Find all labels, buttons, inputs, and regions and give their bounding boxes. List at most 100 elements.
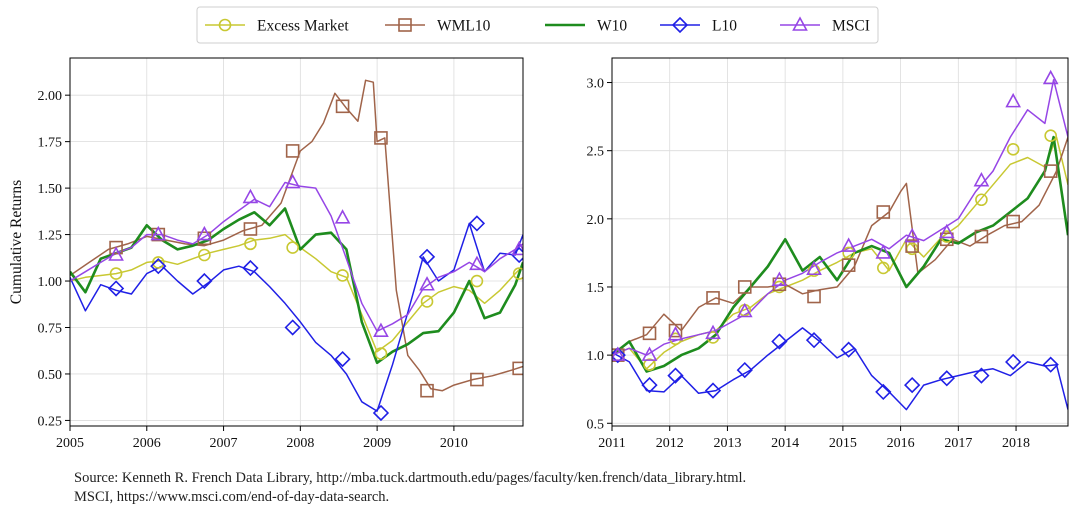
data-point-l10 bbox=[107, 280, 125, 297]
data-point-wml10 bbox=[374, 131, 388, 145]
data-point-msci bbox=[284, 173, 301, 189]
data-point-l10 bbox=[196, 272, 213, 290]
data-point-excess-market bbox=[420, 295, 434, 308]
data-point-msci bbox=[736, 302, 753, 318]
data-point-excess-market bbox=[1044, 129, 1057, 142]
data-point-l10 bbox=[973, 367, 990, 384]
chart-canvas: Excess Market WML10 W10 L10 MSCI 2005 2006 200… bbox=[8, 6, 1069, 451]
data-point-l10 bbox=[468, 215, 486, 232]
source-note-line-1: Source: Kenneth R. French Data Library, … bbox=[74, 470, 747, 486]
series-line-excess-market bbox=[612, 136, 1068, 370]
data-point-msci bbox=[973, 171, 990, 187]
data-point-excess-market bbox=[876, 261, 890, 275]
data-point-excess-market bbox=[1006, 143, 1020, 156]
data-point-wml10 bbox=[807, 289, 821, 304]
legend-label-wml10: WML10 bbox=[437, 18, 491, 35]
data-point-l10 bbox=[667, 367, 684, 384]
data-point-msci bbox=[419, 276, 435, 291]
series-line-msci bbox=[70, 181, 523, 332]
data-point-wml10 bbox=[668, 323, 683, 338]
data-point-msci bbox=[612, 346, 626, 361]
data-point-l10 bbox=[840, 341, 857, 358]
legend-frame bbox=[196, 6, 879, 44]
data-point-msci bbox=[196, 225, 213, 241]
legend-marker-l10 bbox=[671, 16, 689, 34]
data-point-msci bbox=[334, 209, 351, 224]
data-point-wml10 bbox=[706, 291, 720, 305]
plot-area bbox=[612, 69, 1068, 411]
x-tick-label: 2011 bbox=[598, 436, 625, 451]
series-line-wml10 bbox=[612, 136, 1068, 356]
legend-label-w10: W10 bbox=[597, 18, 627, 35]
legend-label-l10: L10 bbox=[712, 18, 737, 35]
data-point-l10 bbox=[736, 361, 753, 379]
data-point-excess-market bbox=[151, 256, 165, 269]
data-point-msci bbox=[1005, 92, 1022, 108]
data-point-excess-market bbox=[336, 269, 349, 282]
y-tick-label: 1.25 bbox=[38, 229, 63, 244]
x-tick-label: 2009 bbox=[363, 436, 391, 451]
data-point-wml10 bbox=[876, 205, 891, 219]
data-point-msci bbox=[667, 326, 684, 341]
data-point-wml10 bbox=[841, 258, 856, 272]
data-point-msci bbox=[641, 346, 658, 361]
data-point-excess-market bbox=[244, 237, 257, 251]
axes-frame bbox=[611, 57, 1069, 427]
data-point-l10 bbox=[771, 333, 788, 350]
data-point-excess-market bbox=[470, 274, 484, 288]
legend-label-excess-market: Excess Market bbox=[257, 18, 349, 35]
x-tick-label: 2010 bbox=[440, 436, 468, 451]
data-point-msci bbox=[771, 271, 788, 286]
legend-label-msci: MSCI bbox=[832, 18, 870, 35]
data-point-msci bbox=[705, 324, 721, 340]
data-point-msci bbox=[108, 246, 124, 261]
series-line-w10 bbox=[612, 135, 1068, 373]
data-point-excess-market bbox=[374, 347, 388, 360]
data-point-excess-market bbox=[109, 267, 123, 280]
series-line-w10 bbox=[70, 207, 523, 365]
data-point-wml10 bbox=[905, 239, 919, 253]
y-tick-label: 2.0 bbox=[587, 213, 605, 228]
x-tick-label: 2005 bbox=[56, 436, 84, 451]
left-panel: 2005 2006 2007 2008 2009 2010 0.25 0.50 0.75 1.00… bbox=[8, 57, 524, 451]
series-line-wml10 bbox=[70, 79, 523, 392]
data-point-wml10 bbox=[335, 99, 350, 114]
data-point-l10 bbox=[284, 319, 301, 336]
data-point-excess-market bbox=[512, 267, 523, 280]
data-point-l10 bbox=[875, 383, 892, 401]
data-point-l10 bbox=[334, 350, 351, 368]
data-point-msci bbox=[469, 255, 485, 271]
y-tick-label: 3.0 bbox=[587, 77, 605, 92]
y-axis-label: Cumulative Returns bbox=[8, 180, 25, 304]
series-line-msci bbox=[612, 79, 1068, 356]
data-point-wml10 bbox=[642, 326, 657, 341]
data-point-l10 bbox=[242, 259, 259, 277]
y-tick-label: 1.50 bbox=[38, 182, 63, 197]
data-point-l10 bbox=[1005, 353, 1022, 371]
data-point-wml10 bbox=[109, 240, 123, 255]
data-point-wml10 bbox=[939, 232, 954, 247]
series-line-l10 bbox=[70, 222, 523, 412]
data-point-l10 bbox=[938, 370, 955, 387]
data-point-excess-market bbox=[807, 264, 821, 277]
y-tick-label: 1.00 bbox=[38, 275, 63, 290]
data-point-excess-market bbox=[286, 241, 299, 254]
data-point-l10 bbox=[612, 346, 626, 364]
data-point-wml10 bbox=[737, 280, 752, 294]
data-point-msci bbox=[904, 227, 920, 243]
data-point-wml10 bbox=[974, 229, 989, 244]
data-point-wml10 bbox=[512, 361, 523, 376]
axes-frame bbox=[69, 57, 524, 427]
source-note-line-2: MSCI, https://www.msci.com/end-of-day-da… bbox=[74, 489, 390, 505]
data-point-msci bbox=[806, 260, 822, 276]
plot-area bbox=[70, 79, 523, 422]
data-point-msci bbox=[875, 244, 892, 259]
data-point-msci bbox=[150, 225, 167, 241]
y-tick-label: 1.0 bbox=[587, 349, 605, 364]
y-tick-label: 0.5 bbox=[587, 417, 605, 432]
legend-marker-excess-market bbox=[218, 18, 232, 32]
data-point-wml10 bbox=[1043, 164, 1058, 178]
data-point-l10 bbox=[805, 332, 823, 349]
data-point-wml10 bbox=[420, 383, 434, 398]
x-tick-label: 2017 bbox=[944, 436, 972, 451]
